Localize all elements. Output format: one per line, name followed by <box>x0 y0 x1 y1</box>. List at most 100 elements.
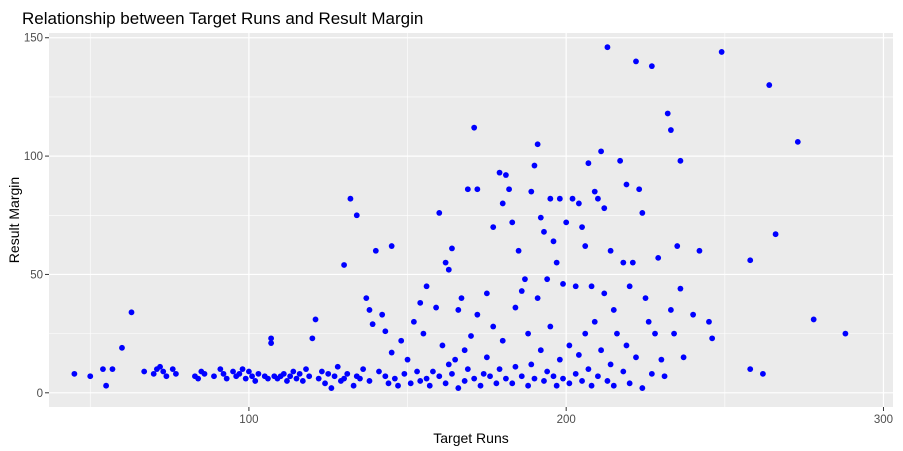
data-point <box>483 354 490 361</box>
data-point <box>677 157 684 164</box>
data-point <box>512 304 519 311</box>
data-point <box>569 195 576 202</box>
data-point <box>509 219 516 226</box>
data-point <box>620 368 627 375</box>
data-point <box>645 318 652 325</box>
data-point <box>119 344 125 351</box>
data-point <box>103 382 110 389</box>
data-point <box>582 330 589 337</box>
data-point <box>490 323 497 330</box>
data-point <box>639 209 646 216</box>
plot-panel <box>49 33 893 407</box>
data-point <box>595 195 601 202</box>
data-point <box>499 337 506 344</box>
data-point <box>680 354 687 361</box>
data-point <box>464 186 471 193</box>
data-point <box>363 295 370 302</box>
data-point <box>658 356 665 363</box>
data-point <box>252 378 259 384</box>
data-point <box>87 373 94 380</box>
x-axis-ticks: 100 200 300 <box>239 407 893 426</box>
data-point <box>487 373 493 380</box>
data-point <box>566 342 573 349</box>
y-tick-label: 0 <box>37 388 43 400</box>
data-point <box>445 361 452 368</box>
data-point <box>245 368 252 375</box>
data-point <box>173 370 179 377</box>
data-point <box>242 375 249 382</box>
data-point <box>376 368 382 375</box>
data-point <box>607 361 614 368</box>
data-point <box>128 309 135 316</box>
data-point <box>550 238 557 245</box>
data-point <box>537 347 544 354</box>
data-point <box>410 318 417 325</box>
data-point <box>109 366 116 373</box>
data-point <box>556 195 563 202</box>
data-point <box>509 380 516 387</box>
data-point <box>541 228 547 235</box>
data-point <box>341 375 347 382</box>
data-point <box>220 370 227 377</box>
data-point <box>385 380 392 387</box>
data-point <box>541 378 547 384</box>
data-point <box>398 337 405 344</box>
data-point <box>652 330 658 337</box>
data-point <box>284 378 290 384</box>
data-point <box>433 304 439 311</box>
data-point <box>296 370 303 377</box>
data-point <box>309 335 316 342</box>
data-point <box>474 311 481 318</box>
data-point <box>610 382 617 389</box>
data-point <box>496 169 503 176</box>
data-point <box>480 370 487 377</box>
data-point <box>566 380 573 387</box>
data-point <box>664 110 671 117</box>
data-point <box>499 200 506 207</box>
data-point <box>677 285 684 292</box>
data-point <box>633 354 639 361</box>
data-point <box>556 356 563 363</box>
data-point <box>503 375 509 382</box>
data-point <box>417 299 424 306</box>
data-point <box>667 307 674 313</box>
data-point <box>366 307 373 313</box>
data-point <box>442 259 449 266</box>
data-point <box>525 330 532 337</box>
data-point <box>572 370 579 377</box>
data-point <box>239 366 246 373</box>
data-point <box>563 219 570 226</box>
data-point <box>747 366 754 373</box>
data-point <box>455 307 462 313</box>
data-point <box>595 373 601 380</box>
data-point <box>255 370 262 377</box>
data-point <box>515 247 522 254</box>
data-point <box>265 375 271 382</box>
data-point <box>436 209 443 216</box>
data-point <box>588 283 595 290</box>
data-point <box>604 44 611 51</box>
data-point <box>483 290 490 297</box>
data-point <box>522 276 528 283</box>
data-point <box>217 366 224 373</box>
data-point <box>560 281 566 287</box>
data-point <box>388 349 395 356</box>
data-point <box>423 283 430 290</box>
data-point <box>382 328 389 335</box>
data-point <box>648 63 655 70</box>
data-point <box>760 370 766 377</box>
data-point <box>315 375 322 382</box>
data-point <box>445 266 452 273</box>
data-point <box>614 330 620 337</box>
data-point <box>195 375 202 382</box>
data-point <box>230 368 236 375</box>
data-point <box>420 330 427 337</box>
data-point <box>344 370 351 377</box>
data-point <box>575 352 582 358</box>
data-point <box>458 295 465 302</box>
data-point <box>312 316 319 323</box>
data-point <box>518 373 525 380</box>
data-point <box>334 363 341 370</box>
data-point <box>436 373 443 380</box>
data-point <box>534 141 541 148</box>
